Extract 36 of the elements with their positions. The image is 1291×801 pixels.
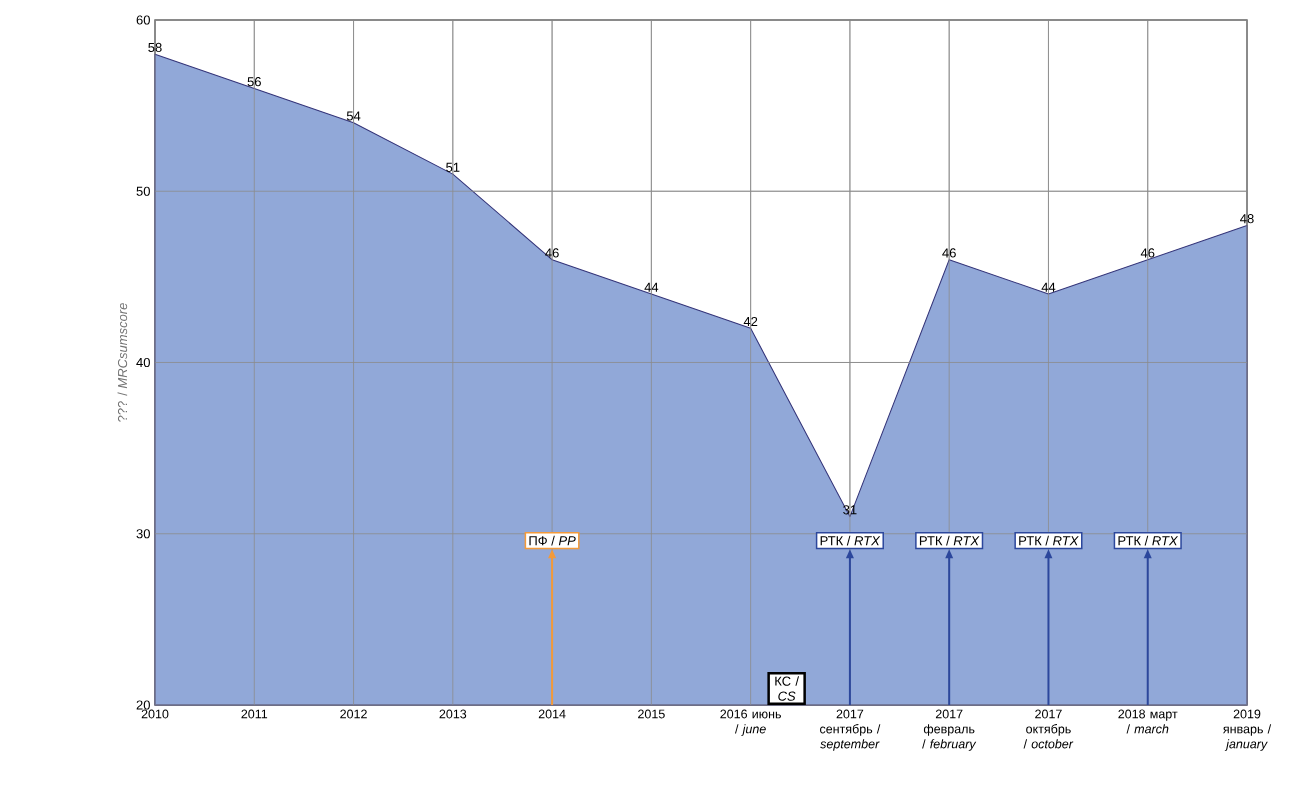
y-tick-label: 40 [136, 357, 150, 368]
y-tick-label: 60 [136, 15, 150, 25]
data-label: 46 [1140, 248, 1155, 258]
data-label: 54 [346, 111, 361, 121]
x-tick-label: 2016 июнь / june [720, 709, 781, 736]
x-tick-label: 2010 [141, 709, 169, 719]
x-tick-label: 2019 январь / january [1223, 709, 1272, 751]
x-tick-label: 2018 март / march [1118, 709, 1178, 734]
x-tick-label: 2017 октябрь / october [1023, 709, 1074, 749]
data-label: 56 [247, 77, 261, 87]
ref-line-label: РТК / RTX [1019, 535, 1079, 546]
data-label: 48 [1240, 214, 1254, 224]
x-tick-label: 2017 сентябрь / september [820, 709, 881, 751]
x-tick-label: 2013 [439, 709, 467, 719]
ref-line-label: РТК / RTX [820, 535, 881, 546]
y-tick-label: 20 [136, 700, 150, 710]
x-tick-label: 2017 февраль / february [922, 709, 977, 751]
data-label: 42 [743, 316, 758, 327]
y-axis-title: ??? / MRCsumscore [117, 303, 128, 422]
data-label: 44 [644, 282, 659, 292]
y-tick-label: 50 [136, 186, 150, 196]
x-tick-label: 2014 [538, 709, 566, 719]
ref-line-label: РТК / RTX [1118, 535, 1179, 546]
x-tick-label: 2015 [638, 709, 665, 719]
data-label: 46 [545, 248, 559, 258]
y-tick-label: 30 [136, 529, 150, 539]
ref-line-label: РТК / RTX [919, 535, 980, 546]
annotation: КС / CS [775, 676, 800, 701]
data-label: 44 [1041, 282, 1056, 292]
data-label: 46 [942, 248, 956, 258]
data-label: 51 [446, 162, 460, 172]
x-tick-label: 2011 [241, 709, 268, 719]
ref-line-label: ПФ / PP [529, 535, 576, 546]
data-label: 58 [148, 42, 162, 53]
data-label: 31 [843, 505, 857, 515]
x-tick-label: 2012 [340, 709, 367, 719]
